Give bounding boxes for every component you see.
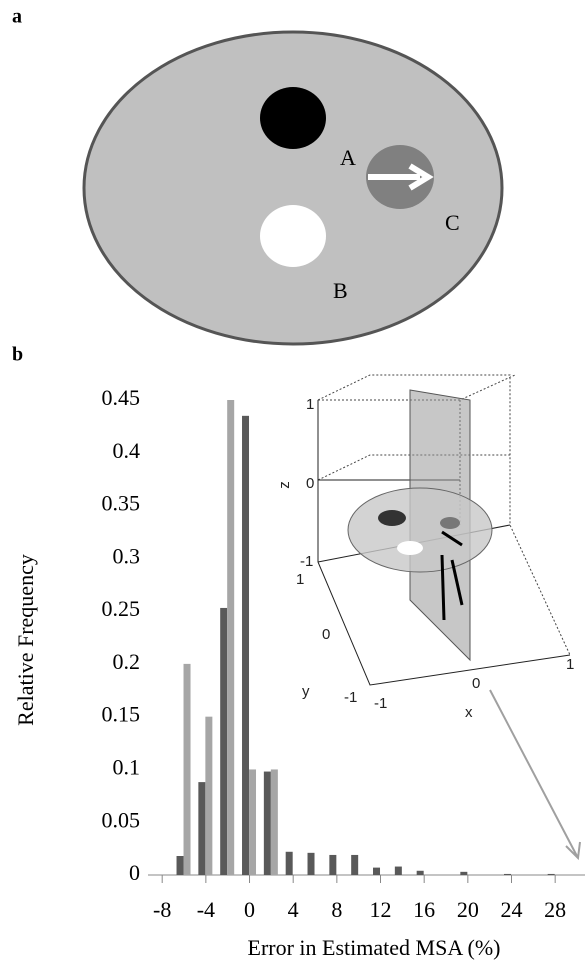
inset-tick: -1 — [344, 689, 357, 706]
y-tick-label: 0.35 — [102, 491, 141, 516]
bar — [416, 870, 424, 875]
insert-label: A — [340, 145, 356, 170]
x-tick-label: 4 — [288, 897, 299, 922]
bar — [198, 782, 206, 875]
insert-label: C — [445, 210, 460, 235]
y-tick-label: 0.3 — [113, 543, 141, 568]
x-tick-label: 20 — [457, 897, 479, 922]
bar — [504, 873, 512, 875]
bar — [176, 856, 184, 875]
y-tick-label: 0.2 — [113, 649, 141, 674]
x-tick-label: -4 — [197, 897, 215, 922]
bar — [285, 851, 293, 875]
histogram: 0 0.05 0.1 0.15 0.2 0.25 0.3 0.35 0.4 0.45 -8 -4 0 4 8… — [102, 385, 585, 922]
trajectory — [440, 530, 464, 621]
bar — [270, 769, 278, 875]
bar — [220, 607, 228, 875]
insert-label: B — [333, 278, 348, 303]
x-axis-label: Error in Estimated MSA (%) — [248, 935, 501, 960]
inset-tick: 1 — [566, 656, 574, 673]
bar — [205, 716, 213, 875]
x-tick-label: 16 — [413, 897, 435, 922]
light-insert — [397, 541, 423, 555]
dark-insert — [260, 87, 326, 149]
x-tick-label: 12 — [370, 897, 392, 922]
y-axis-label: Relative Frequency — [13, 554, 38, 726]
bar — [242, 415, 250, 875]
y-tick-label: 0.4 — [113, 438, 141, 463]
inset-tick: -1 — [300, 553, 313, 570]
motion-arrow — [368, 163, 434, 191]
x-tick-label: 8 — [331, 897, 342, 922]
dark-insert — [378, 510, 406, 526]
x-tick-label: 28 — [544, 897, 566, 922]
disk — [347, 487, 493, 573]
y-tick-label: 0.45 — [102, 385, 141, 410]
light-insert — [260, 205, 326, 267]
bar — [351, 854, 359, 875]
bar — [307, 852, 315, 875]
inset-axis-label: z — [276, 481, 293, 489]
bar — [547, 873, 555, 875]
y-tick-label: 0.15 — [102, 702, 141, 727]
bar — [263, 771, 271, 875]
bar — [183, 663, 191, 875]
x-tick-label: 0 — [244, 897, 255, 922]
panel-label: a — [12, 6, 22, 28]
x-tick-label: -8 — [153, 897, 171, 922]
inset-tick: 1 — [306, 396, 314, 413]
pointer-arrow — [489, 689, 581, 861]
bar — [460, 871, 468, 875]
bar — [373, 867, 381, 875]
phantom — [82, 30, 504, 346]
inset-axis-label: y — [302, 683, 310, 700]
bar — [227, 400, 235, 875]
inset-axis-label: x — [465, 704, 473, 721]
bar — [394, 866, 402, 875]
inset-tick: 0 — [306, 475, 314, 492]
inset-tick: 0 — [322, 626, 330, 643]
y-tick-label: 0.05 — [102, 807, 141, 832]
moving-insert — [440, 517, 460, 529]
bar — [329, 854, 337, 875]
y-tick-label: 0.25 — [102, 596, 141, 621]
inset-tick: -1 — [374, 695, 387, 712]
inset-tick: 1 — [296, 571, 304, 588]
panel-label: b — [12, 344, 23, 366]
y-tick-label: 0 — [129, 860, 140, 885]
x-tick-label: 24 — [501, 897, 523, 922]
inset-tick: 0 — [472, 675, 480, 692]
y-tick-label: 0.1 — [113, 754, 141, 779]
bar — [249, 769, 257, 875]
inset — [317, 374, 581, 861]
